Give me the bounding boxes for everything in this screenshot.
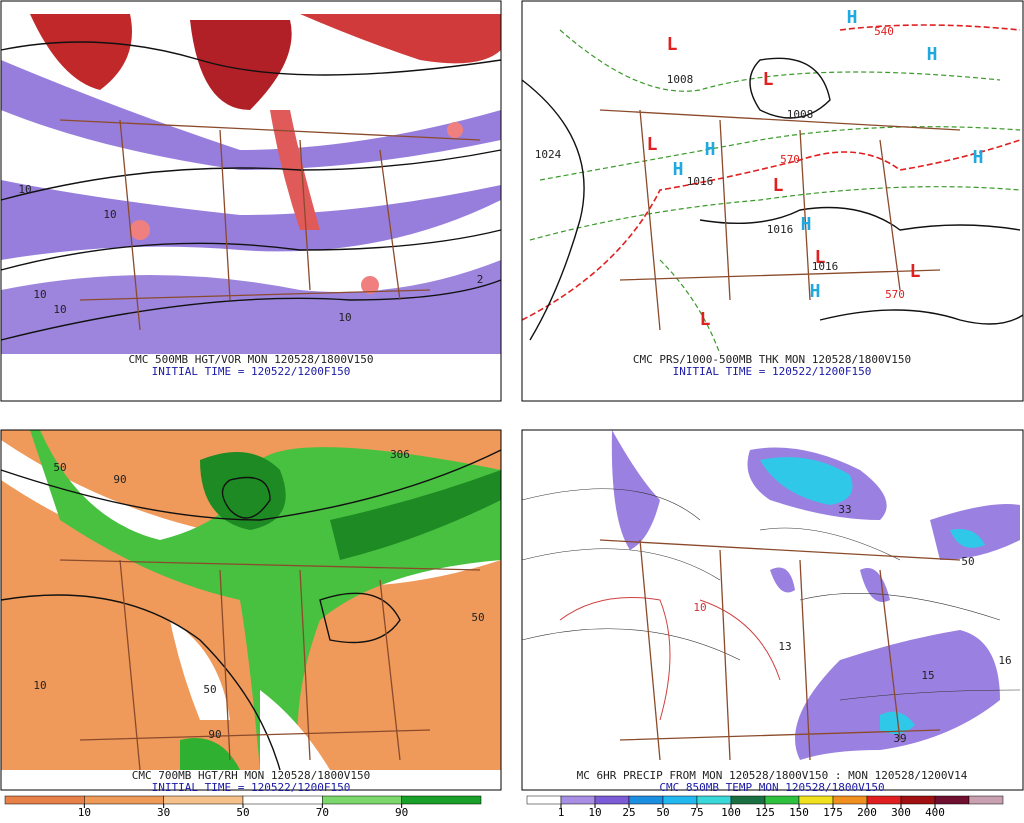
subcaption: INITIAL TIME = 120522/1200F150: [152, 365, 351, 378]
map-label: H: [801, 214, 812, 235]
panel-500mb: [0, 12, 502, 354]
map-label: 39: [893, 732, 906, 745]
scale-label: 10: [78, 806, 91, 819]
map-label: 1016: [767, 223, 794, 236]
map-label: H: [973, 147, 984, 168]
map-label: 570: [780, 153, 800, 166]
frame: [0, 429, 502, 791]
map-label: 90: [113, 473, 126, 486]
map-label: 1016: [812, 260, 839, 273]
scale-label: 30: [157, 806, 170, 819]
scale-label: 125: [755, 806, 775, 819]
map-label: 2: [477, 273, 484, 286]
map-label: L: [773, 175, 784, 196]
map-label: 10: [33, 679, 46, 692]
caption: CMC PRS/1000-500MB THK MON 120528/1800V1…: [633, 353, 911, 366]
panel-700mb: [0, 430, 502, 771]
scale-label: 10: [588, 806, 601, 819]
map-label: 10: [693, 601, 706, 614]
scale-swatch: [4, 795, 85, 805]
frame: [521, 429, 1024, 791]
caption: CMC 500MB HGT/VOR MON 120528/1800V150: [128, 353, 373, 366]
scale-swatch: [662, 795, 698, 805]
map-label: 570: [885, 288, 905, 301]
panel-precip: [521, 430, 1023, 770]
map-label: 10: [18, 183, 31, 196]
scale-swatch: [628, 795, 664, 805]
scale-label: 300: [891, 806, 911, 819]
map-label: 16: [998, 654, 1011, 667]
scale-swatch: [526, 795, 562, 805]
map-label: 50: [203, 683, 216, 696]
scale-swatch: [934, 795, 970, 805]
map-label: 1008: [787, 108, 814, 121]
map-label: L: [700, 309, 711, 330]
subcaption: INITIAL TIME = 120522/1200F150: [152, 781, 351, 794]
map-label: L: [667, 34, 678, 55]
scale-swatch: [163, 795, 244, 805]
map-label: 10: [338, 311, 351, 324]
map-label: H: [847, 7, 858, 28]
map-label: 33: [838, 503, 851, 516]
scale-swatch: [84, 795, 164, 805]
scale-swatch: [764, 795, 800, 805]
scale-label: 175: [823, 806, 843, 819]
frame: [0, 0, 502, 402]
scale-swatch: [832, 795, 868, 805]
caption: CMC 700MB HGT/RH MON 120528/1800V150: [132, 769, 370, 782]
map-label: L: [815, 247, 826, 268]
scale-swatch: [798, 795, 834, 805]
scale-label: 25: [622, 806, 635, 819]
map-label: 1024: [535, 148, 562, 161]
scale-label: 90: [395, 806, 408, 819]
map-label: H: [673, 159, 684, 180]
map-label: 50: [471, 611, 484, 624]
scale-label: 200: [857, 806, 877, 819]
map-label: 15: [921, 669, 934, 682]
map-label: 1008: [667, 73, 694, 86]
map-label: H: [810, 281, 821, 302]
scale-label: 50: [656, 806, 669, 819]
map-label: 50: [961, 555, 974, 568]
panel-sfc-pressure: [521, 12, 1024, 355]
scale-swatch: [730, 795, 766, 805]
scale-swatch: [594, 795, 630, 805]
caption: MC 6HR PRECIP FROM MON 120528/1800V150 :…: [577, 769, 968, 782]
map-label: 50: [53, 461, 66, 474]
map-label: 10: [103, 208, 116, 221]
scale-label: 100: [721, 806, 741, 819]
scale-label: 75: [690, 806, 703, 819]
scale-label: 150: [789, 806, 809, 819]
map-label: L: [647, 134, 658, 155]
scale-label: 70: [316, 806, 329, 819]
map-label: 10: [53, 303, 66, 316]
scale-label: 1: [558, 806, 565, 819]
scale-swatch: [968, 795, 1004, 805]
scale-swatch: [560, 795, 596, 805]
map-label: 13: [778, 640, 791, 653]
scale-label: 50: [236, 806, 249, 819]
scale-swatch: [322, 795, 402, 805]
subcaption: CMC 850MB TEMP MON 120528/1800V150: [659, 781, 884, 794]
map-label: H: [927, 44, 938, 65]
frame: [521, 0, 1024, 402]
subcaption: INITIAL TIME = 120522/1200F150: [673, 365, 872, 378]
scale-swatch: [696, 795, 732, 805]
map-label: 306: [390, 448, 410, 461]
map-label: 10: [33, 288, 46, 301]
map-label: 540: [874, 25, 894, 38]
map-label: L: [910, 261, 921, 282]
scale-label: 400: [925, 806, 945, 819]
scale-swatch: [900, 795, 936, 805]
map-label: 1016: [687, 175, 714, 188]
map-label: 90: [208, 728, 221, 741]
map-label: L: [763, 69, 774, 90]
map-label: H: [705, 139, 716, 160]
scale-swatch: [401, 795, 482, 805]
scale-swatch: [866, 795, 902, 805]
scale-swatch: [242, 795, 323, 805]
